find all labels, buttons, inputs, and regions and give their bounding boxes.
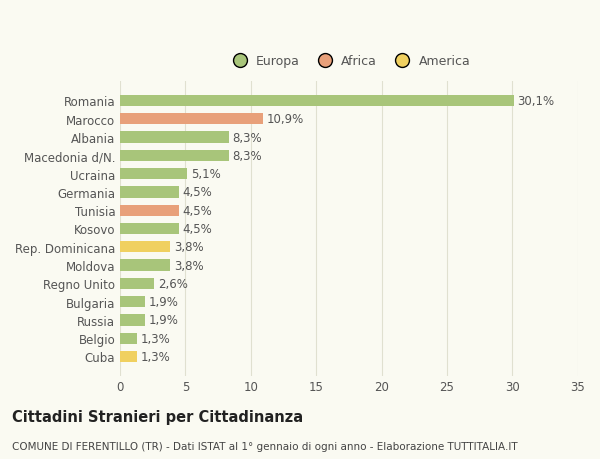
Text: 30,1%: 30,1% xyxy=(517,95,554,108)
Text: 1,3%: 1,3% xyxy=(141,350,171,363)
Bar xyxy=(120,351,137,362)
Text: 1,9%: 1,9% xyxy=(149,296,179,308)
Text: 4,5%: 4,5% xyxy=(183,223,212,235)
Text: 3,8%: 3,8% xyxy=(174,259,203,272)
Text: 8,3%: 8,3% xyxy=(233,131,262,144)
Bar xyxy=(120,168,187,180)
Text: 10,9%: 10,9% xyxy=(266,113,304,126)
Text: 4,5%: 4,5% xyxy=(183,204,212,217)
Bar xyxy=(120,187,179,198)
Bar xyxy=(120,297,145,308)
Bar xyxy=(120,224,179,235)
Bar xyxy=(120,95,514,107)
Text: COMUNE DI FERENTILLO (TR) - Dati ISTAT al 1° gennaio di ogni anno - Elaborazione: COMUNE DI FERENTILLO (TR) - Dati ISTAT a… xyxy=(12,441,518,451)
Bar xyxy=(120,132,229,143)
Text: 3,8%: 3,8% xyxy=(174,241,203,254)
Bar xyxy=(120,333,137,344)
Bar xyxy=(120,205,179,216)
Legend: Europa, Africa, America: Europa, Africa, America xyxy=(223,50,475,73)
Bar xyxy=(120,150,229,162)
Bar xyxy=(120,260,170,271)
Text: 5,1%: 5,1% xyxy=(191,168,220,181)
Text: 1,3%: 1,3% xyxy=(141,332,171,345)
Bar xyxy=(120,314,145,326)
Text: 4,5%: 4,5% xyxy=(183,186,212,199)
Bar xyxy=(120,114,263,125)
Text: 1,9%: 1,9% xyxy=(149,314,179,327)
Text: Cittadini Stranieri per Cittadinanza: Cittadini Stranieri per Cittadinanza xyxy=(12,409,303,425)
Bar xyxy=(120,278,154,289)
Text: 8,3%: 8,3% xyxy=(233,150,262,162)
Text: 2,6%: 2,6% xyxy=(158,277,188,290)
Bar xyxy=(120,241,170,253)
